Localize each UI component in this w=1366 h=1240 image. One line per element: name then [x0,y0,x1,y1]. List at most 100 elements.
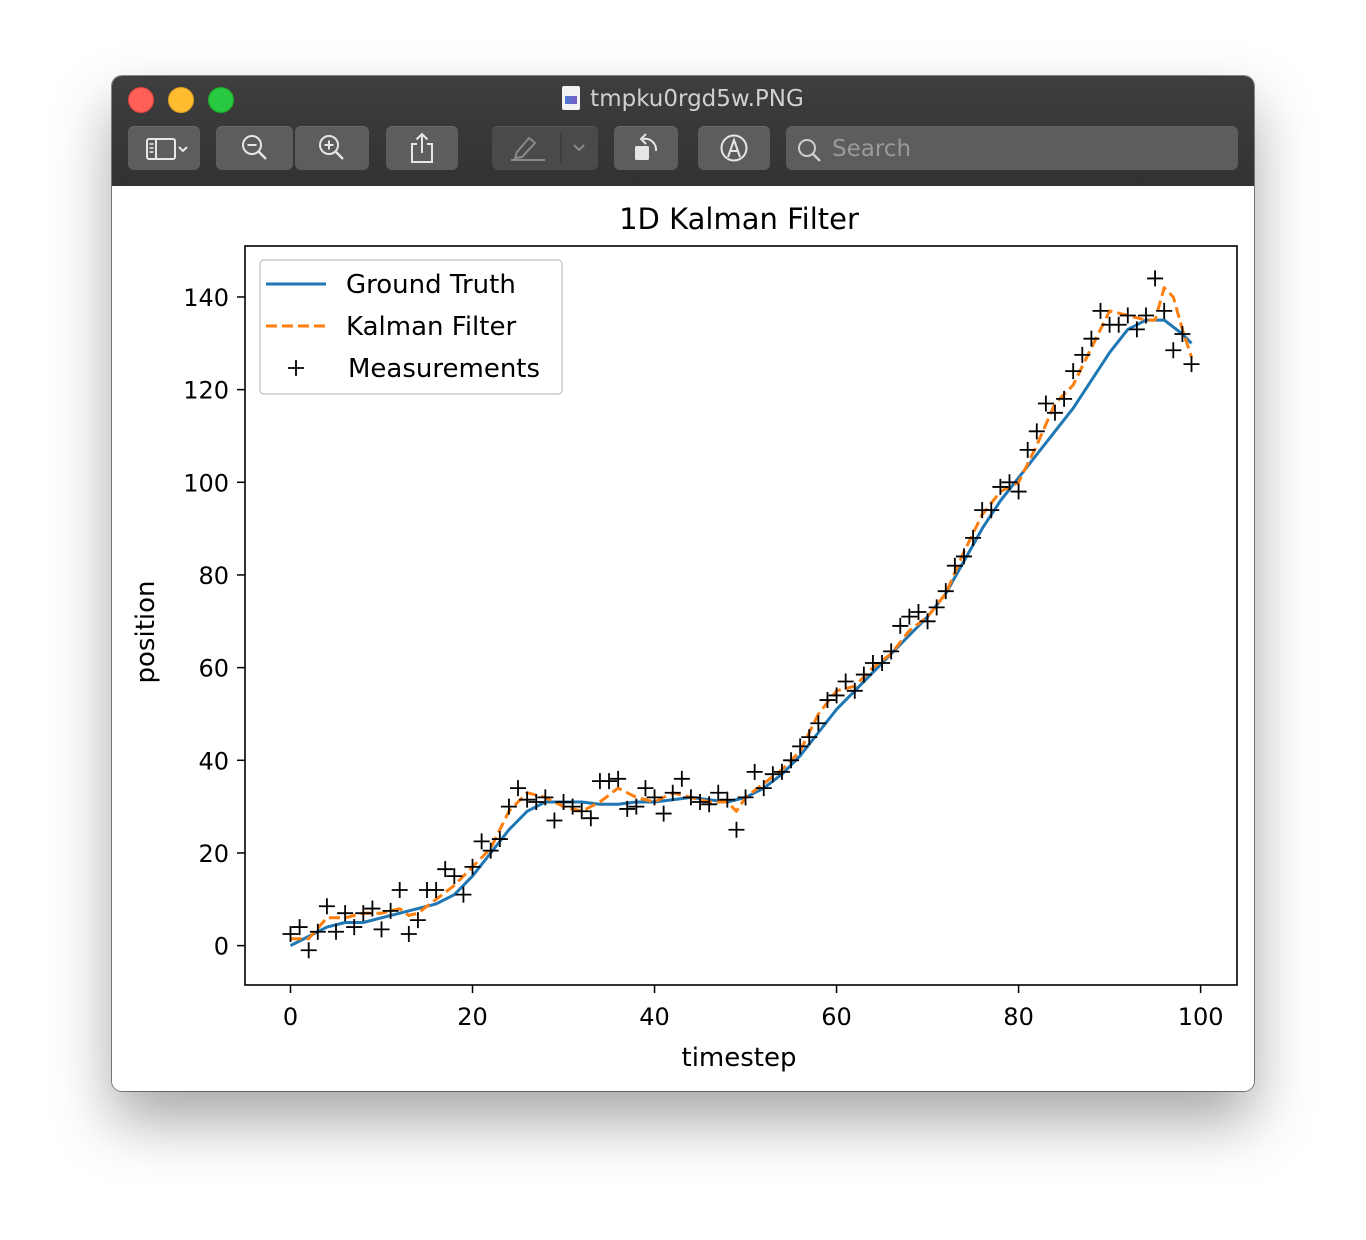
measurement-point [928,599,945,616]
measurement-point [783,752,800,769]
measurement-point [564,798,581,815]
measurement-point [619,800,636,817]
measurement-point [983,502,1000,519]
measurement-point [637,780,654,797]
measurement-point [1110,316,1127,333]
measurement-point [473,833,490,850]
measurement-point [1046,404,1063,421]
measurement-point [701,796,718,813]
sidebar-icon [146,138,188,160]
measurement-point [737,789,754,806]
chart-title: 1D Kalman Filter [619,202,859,236]
window-title-text: tmpku0rgd5w.PNG [590,86,804,112]
measurement-point [855,666,872,683]
legend-box [259,259,563,395]
measurement-point [965,529,982,546]
zoom-out-button[interactable] [216,126,293,170]
measurement-point [318,898,335,915]
minimize-button[interactable] [168,87,194,113]
search-icon [798,139,821,162]
measurement-point [346,919,363,936]
measurement-point [1056,390,1073,407]
measurement-point [337,905,354,922]
plot-frame [244,245,1238,986]
measurement-point [937,583,954,600]
measurement-point [846,682,863,699]
measurement-point [710,784,727,801]
measurement-point [446,868,463,885]
measurement-point [682,789,699,806]
measurement-point [382,902,399,919]
measurement-point [755,780,772,797]
x-tick-label: 20 [457,1003,488,1031]
measurement-point [573,803,590,820]
window-title: tmpku0rgd5w.PNG [112,84,1254,114]
legend-measurement-marker [288,360,304,376]
image-canvas: 1D Kalman Filter timestep position 0 20 40… [112,186,1254,1091]
zoom-button[interactable] [208,87,234,113]
measurement-point [1028,423,1045,440]
x-tick-label: 40 [639,1003,670,1031]
measurement-point [1092,302,1109,319]
measurement-point [1174,326,1191,343]
search-field[interactable] [786,126,1238,172]
zoom-in-button[interactable] [295,126,369,170]
sidebar-toggle-button[interactable] [128,126,200,170]
measurement-point [1010,483,1027,500]
share-button[interactable] [386,126,458,170]
measurement-point [792,738,809,755]
measurement-point [373,921,390,938]
measurement-point [610,770,627,787]
measurement-point [1128,321,1145,338]
measurement-point [391,882,408,899]
measurement-point [646,789,663,806]
x-tick-label: 60 [821,1003,852,1031]
measurement-point [355,905,372,922]
measurement-point [328,923,345,940]
highlight-button[interactable] [492,126,598,170]
measurement-point [955,548,972,565]
measurement-point [664,784,681,801]
markup-button[interactable] [698,126,770,170]
document-icon [562,86,581,110]
measurement-point [655,805,672,822]
measurement-point [819,692,836,709]
y-tick-label: 0 [214,933,229,961]
measurement-point [1083,330,1100,347]
measurement-point [919,613,936,630]
measurement-point [601,773,618,790]
markup-icon [720,134,748,162]
measurement-point [901,608,918,625]
y-tick-label: 80 [198,562,229,590]
y-tick-label: 120 [183,377,229,405]
zoom-out-icon [241,135,267,160]
measurement-point [500,798,517,815]
measurement-point [437,861,454,878]
rotate-button[interactable] [614,126,678,170]
measurement-point [1156,302,1173,319]
ground-truth-line [289,318,1193,947]
measurement-point [519,791,536,808]
measurement-point [874,654,891,671]
measurement-point [828,687,845,704]
rotate-left-icon [635,133,658,160]
close-button[interactable] [128,87,154,113]
measurement-point [528,793,545,810]
measurement-point [491,831,508,848]
measurement-point [992,478,1009,495]
x-tick-label: 0 [283,1003,298,1031]
measurement-point [482,842,499,859]
y-tick-label: 140 [183,284,229,312]
legend-ground-truth-label: Ground Truth [346,270,516,300]
measurement-point [892,617,909,634]
measurement-point [1001,474,1018,491]
measurement-point [883,643,900,660]
measurement-point [428,882,445,899]
preview-window: tmpku0rgd5w.PNG [112,76,1254,1091]
measurement-point [1037,395,1054,412]
x-axis-label: timestep [682,1043,797,1073]
measurement-point [946,557,963,574]
measurement-point [1165,342,1182,359]
search-input[interactable] [830,126,1234,172]
y-tick-label: 60 [198,655,229,683]
